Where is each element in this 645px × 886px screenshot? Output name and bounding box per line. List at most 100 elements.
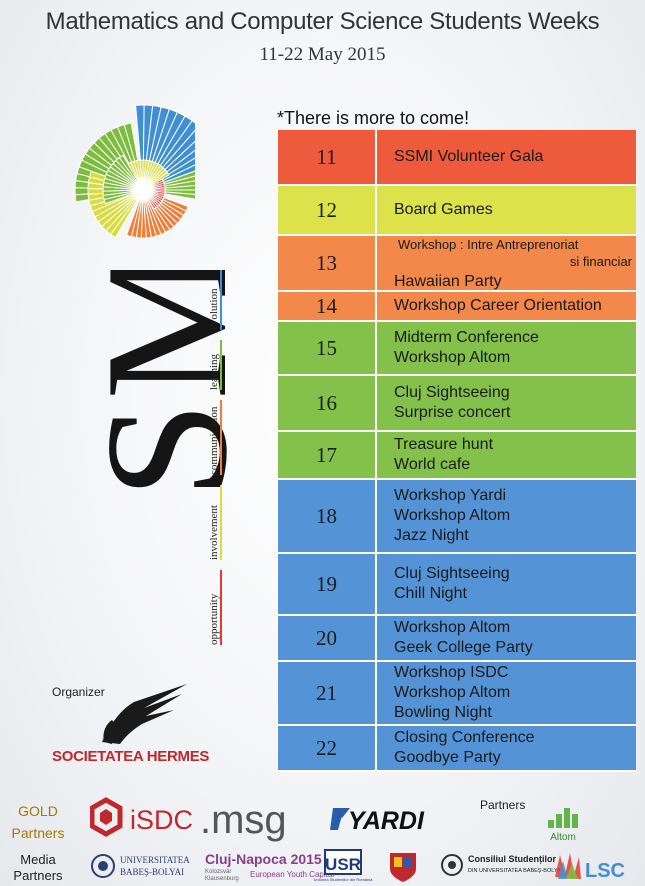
event-item: Workshop Altom xyxy=(394,619,511,636)
schedule-events: Treasure hunt World cafe xyxy=(377,432,636,478)
schedule-day: 16 xyxy=(278,376,377,430)
schedule-day: 11 xyxy=(278,130,377,184)
media-label-line1: Media xyxy=(20,852,56,867)
media-label-line2: Partners xyxy=(13,868,63,883)
schedule-events: Closing Conference Goodbye Party xyxy=(377,726,636,770)
consiliul-logo[interactable]: Consiliul Studenților DIN UNIVERSITATEA … xyxy=(441,854,563,876)
event-item: Workshop ISDC xyxy=(394,664,509,681)
schedule-row: 17 Treasure hunt World cafe xyxy=(278,432,636,480)
gold-label-line2: Partners xyxy=(11,825,65,841)
workshop-title: Workshop : Intre Antreprenoriat si financ… xyxy=(394,235,636,272)
event-item: Workshop Altom xyxy=(394,349,511,366)
coat-of-arms-icon[interactable] xyxy=(390,853,416,882)
event-item: Hawaiian Party xyxy=(394,272,502,290)
msg-logo[interactable]: .msg xyxy=(200,798,287,842)
consiliul-line2: DIN UNIVERSITATEA BABEȘ-BOLYAI xyxy=(468,868,563,874)
msg-text: .msg xyxy=(200,798,287,842)
organizer-label: Organizer xyxy=(52,685,105,699)
ssmi-logo-text: SSMI xyxy=(69,270,263,510)
schedule-row: 14 Workshop Career Orientation xyxy=(278,292,636,322)
event-item: Geek College Party xyxy=(394,639,533,656)
schedule-row: 22 Closing Conference Goodbye Party xyxy=(278,726,636,772)
event-item: Cluj Sightseeing xyxy=(394,565,510,582)
schedule-day: 14 xyxy=(278,292,377,320)
schedule-row: 18 Workshop Yardi Workshop Altom Jazz Night xyxy=(278,480,636,554)
schedule-row: 21 Workshop ISDC Workshop Altom Bowling Nig… xyxy=(278,662,636,726)
value-label: learning xyxy=(208,353,220,390)
consiliul-line1: Consiliul Studenților xyxy=(468,854,556,864)
event-item: Cluj Sightseeing xyxy=(394,384,510,401)
header-dates: 11-22 May 2015 xyxy=(259,44,386,65)
value-label: involvement xyxy=(208,505,220,560)
schedule-events: SSMI Volunteer Gala xyxy=(377,130,636,184)
ubb-logo[interactable]: UNIVERSITATEA BABEȘ-BOLYAI xyxy=(91,854,190,878)
workshop-title-tail: si financiar xyxy=(569,253,632,269)
schedule-day: 19 xyxy=(278,554,377,614)
value-label: opportunity xyxy=(208,593,220,645)
schedule-events: Cluj Sightseeing Chill Night xyxy=(377,554,636,614)
schedule-row: 15 Midterm Conference Workshop Altom xyxy=(278,322,636,376)
event-item: SSMI Volunteer Gala xyxy=(394,148,544,165)
value-bar xyxy=(220,570,222,645)
media-partners-label: Media Partners xyxy=(8,852,68,884)
value-bar xyxy=(220,270,222,330)
cluj-sub2: Klausenburg xyxy=(205,876,239,882)
gold-label-line1: GOLD xyxy=(18,803,58,819)
value-label: communication xyxy=(208,406,220,475)
cluj-sub1: Kolozsvár xyxy=(205,869,231,875)
event-item: Workshop Yardi xyxy=(394,487,507,504)
event-item: Treasure hunt xyxy=(394,436,494,453)
isdc-logo[interactable]: iSDC xyxy=(90,797,193,837)
more-to-come-note: *There is more to come! xyxy=(277,108,470,128)
schedule-row: 11 SSMI Volunteer Gala xyxy=(278,130,636,186)
gold-partners-label: GOLD Partners xyxy=(8,800,68,844)
lsc-logo[interactable]: LSC xyxy=(555,853,625,882)
event-item: Workshop Career Orientation xyxy=(394,297,602,314)
schedule-events: Workshop Yardi Workshop Altom Jazz Night xyxy=(377,480,636,552)
value-bar xyxy=(220,340,222,390)
spiral-segment xyxy=(118,154,144,191)
cluj-logo[interactable]: Cluj-Napoca 2015 Kolozsvár Klausenburg E… xyxy=(205,851,334,882)
event-item: Bowling Night xyxy=(394,704,492,721)
value-bar xyxy=(220,400,222,475)
cluj-sub3: European Youth Capital xyxy=(250,870,334,879)
schedule-day: 22 xyxy=(278,726,377,770)
schedule-events: Workshop ISDC Workshop Altom Bowling Night xyxy=(377,662,636,724)
schedule-row: 19 Cluj Sightseeing Chill Night xyxy=(278,554,636,616)
schedule-day: 20 xyxy=(278,616,377,660)
spiral-segment xyxy=(142,171,170,191)
schedule-events: Workshop Career Orientation xyxy=(377,292,636,320)
event-item: Workshop Altom xyxy=(394,684,511,701)
value-label: evolution xyxy=(208,288,220,330)
schedule-day: 13 xyxy=(278,236,377,290)
event-item: Board Games xyxy=(394,201,493,218)
organizer-name: SOCIETATEA HERMES xyxy=(52,748,210,765)
schedule-table: 11 SSMI Volunteer Gala 12 Board Games 13 Work… xyxy=(277,130,636,772)
event-item: Jazz Night xyxy=(394,527,469,544)
schedule-day: 21 xyxy=(278,662,377,724)
event-item: Closing Conference xyxy=(394,729,535,746)
yardi-logo[interactable]: YARDI xyxy=(330,807,425,835)
schedule-events: Board Games xyxy=(377,186,636,234)
gold-partner-logos: iSDC .msg YARDI xyxy=(90,797,425,842)
event-item: Goodbye Party xyxy=(394,749,501,766)
spiral-segment xyxy=(125,189,144,238)
schedule-row: 20 Workshop Altom Geek College Party xyxy=(278,616,636,662)
event-item: Midterm Conference xyxy=(394,329,539,346)
schedule-day: 18 xyxy=(278,480,377,552)
winged-shoe-icon xyxy=(102,684,187,744)
header-title: Mathematics and Computer Science Student… xyxy=(45,8,600,35)
usr-sub: Uniunea Studenților din România xyxy=(314,877,373,882)
partners-label: Partners xyxy=(480,798,526,812)
lsc-text: LSC xyxy=(585,860,625,882)
schedule-row: 16 Cluj Sightseeing Surprise concert xyxy=(278,376,636,432)
schedule-events: Workshop : Intre Antreprenoriat si financ… xyxy=(377,236,636,290)
ubb-line1: UNIVERSITATEA xyxy=(120,855,190,865)
event-item: Chill Night xyxy=(394,585,467,602)
media-partner-logos: UNIVERSITATEA BABEȘ-BOLYAI Cluj-Napoca 2… xyxy=(91,849,625,882)
ssmi-spiral-logo xyxy=(74,104,195,239)
usr-logo[interactable]: USR Uniunea Studenților din România xyxy=(314,849,373,882)
schedule-day: 17 xyxy=(278,432,377,478)
schedule-events: Workshop Altom Geek College Party xyxy=(377,616,636,660)
altom-logo[interactable]: Altom xyxy=(538,800,588,842)
